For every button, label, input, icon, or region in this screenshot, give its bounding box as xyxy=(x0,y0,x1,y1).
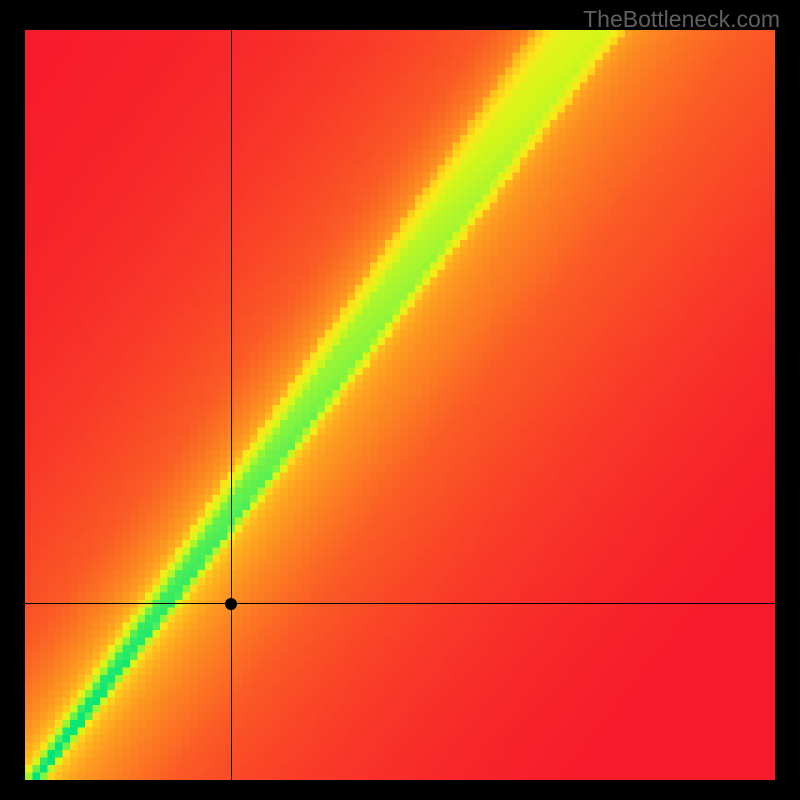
chart-container: TheBottleneck.com xyxy=(0,0,800,800)
crosshair-vertical xyxy=(231,30,232,780)
crosshair-horizontal xyxy=(25,603,775,604)
attribution-text: TheBottleneck.com xyxy=(583,6,780,33)
plot-area xyxy=(25,30,775,780)
crosshair-marker xyxy=(225,598,237,610)
heatmap-canvas xyxy=(25,30,775,780)
